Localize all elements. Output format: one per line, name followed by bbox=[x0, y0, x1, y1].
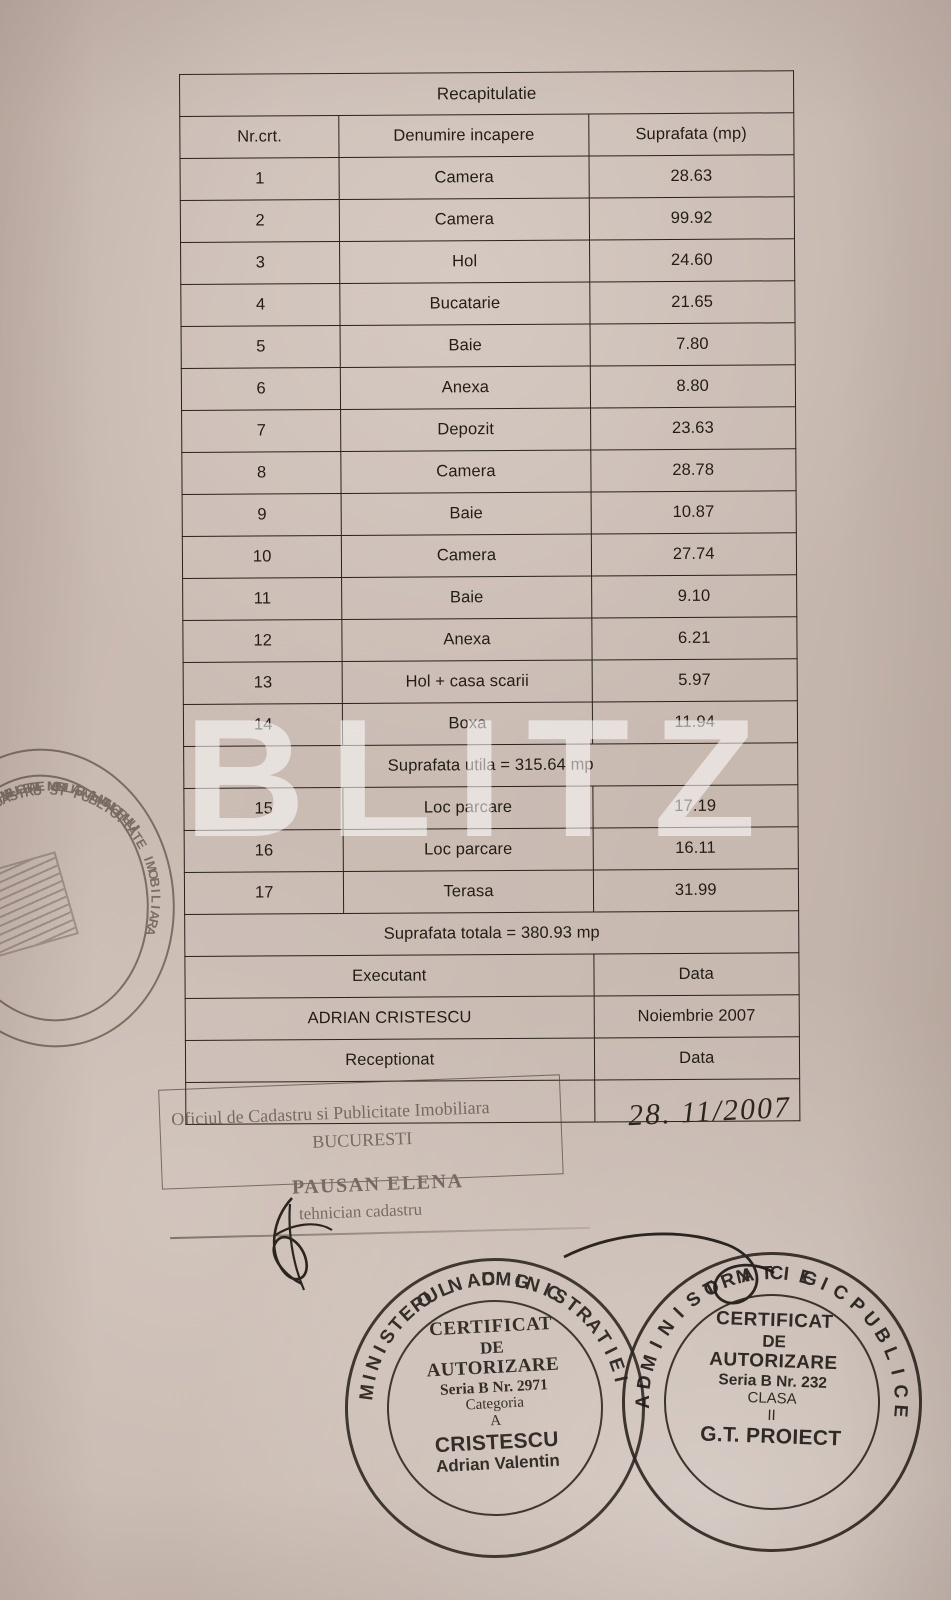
recapitulatie-table: Recapitulatie Nr.crt. Denumire incapere … bbox=[179, 70, 800, 1125]
cell-name: Terasa bbox=[343, 869, 594, 914]
cell-area: 6.21 bbox=[591, 616, 798, 660]
data-header-2: Data bbox=[593, 1036, 800, 1080]
receptionat-header-row: Receptionat Data bbox=[185, 1036, 800, 1083]
cell-name: Baie bbox=[340, 323, 590, 368]
table-title-row: Recapitulatie bbox=[179, 70, 794, 117]
table-row: 11 Baie 9.10 bbox=[182, 574, 797, 621]
cell-area: 8.80 bbox=[589, 364, 796, 408]
cell-area: 16.11 bbox=[592, 826, 799, 870]
receptionat-value-row bbox=[185, 1078, 800, 1125]
cell-area: 28.63 bbox=[588, 154, 795, 198]
executant-date: Noiembrie 2007 bbox=[593, 994, 800, 1038]
cell-nr: 4 bbox=[180, 283, 341, 327]
cell-nr: 10 bbox=[182, 535, 343, 579]
cell-name: Hol bbox=[339, 239, 590, 284]
table-row: 14 Boxa 11.94 bbox=[183, 700, 798, 747]
cell-nr: 6 bbox=[181, 367, 342, 411]
cell-nr: 15 bbox=[183, 787, 344, 831]
cell-area: 17.19 bbox=[592, 784, 799, 828]
receptionat-date-cell bbox=[594, 1078, 800, 1122]
total-label: Suprafata totala = 380.93 mp bbox=[184, 910, 799, 957]
recapitulatie-table-container: Recapitulatie Nr.crt. Denumire incapere … bbox=[179, 70, 800, 1125]
cell-name: Camera bbox=[341, 533, 592, 578]
executant-header-row: Executant Data bbox=[184, 952, 800, 999]
receptionat-header: Receptionat bbox=[185, 1037, 595, 1083]
cell-nr: 11 bbox=[182, 577, 343, 621]
table-row: 16 Loc parcare 16.11 bbox=[184, 826, 799, 873]
table-row: 2 Camera 99.92 bbox=[180, 196, 795, 243]
table-row: 7 Depozit 23.63 bbox=[181, 406, 796, 453]
cell-area: 10.87 bbox=[590, 490, 797, 534]
cell-name: Camera bbox=[339, 155, 589, 200]
cell-name: Baie bbox=[342, 575, 592, 620]
cell-name: Bucatarie bbox=[340, 281, 590, 326]
table-row: 13 Hol + casa scarii 5.97 bbox=[183, 658, 798, 705]
cell-name: Baie bbox=[341, 491, 591, 536]
table-row: 6 Anexa 8.80 bbox=[181, 364, 796, 411]
cell-nr: 12 bbox=[182, 619, 343, 663]
cell-name: Camera bbox=[341, 449, 591, 494]
cell-nr: 14 bbox=[183, 703, 344, 747]
column-header-area: Suprafata (mp) bbox=[588, 112, 795, 156]
cell-nr: 5 bbox=[181, 325, 341, 369]
cell-area: 24.60 bbox=[589, 238, 795, 282]
cell-nr: 16 bbox=[184, 829, 344, 873]
cell-name: Hol + casa scarii bbox=[342, 659, 592, 704]
cell-name: Depozit bbox=[341, 407, 591, 452]
column-header-nr: Nr.crt. bbox=[179, 115, 340, 159]
table-title: Recapitulatie bbox=[179, 70, 794, 117]
cell-name: Anexa bbox=[340, 365, 591, 410]
cell-area: 5.97 bbox=[591, 658, 798, 702]
table-row: 8 Camera 28.78 bbox=[181, 448, 797, 495]
cell-area: 9.10 bbox=[591, 574, 797, 618]
cell-name: Anexa bbox=[342, 617, 592, 662]
cell-nr: 7 bbox=[181, 409, 342, 453]
column-header-name: Denumire incapere bbox=[339, 114, 589, 158]
cell-nr: 2 bbox=[180, 199, 340, 243]
cell-nr: 17 bbox=[184, 871, 345, 915]
total-row: Suprafata totala = 380.93 mp bbox=[184, 910, 799, 957]
table-body: Recapitulatie Nr.crt. Denumire incapere … bbox=[179, 70, 800, 1125]
table-row: 5 Baie 7.80 bbox=[181, 322, 796, 369]
table-header-row: Nr.crt. Denumire incapere Suprafata (mp) bbox=[179, 112, 795, 159]
executant-name: ADRIAN CRISTESCU bbox=[185, 995, 594, 1041]
table-row: 17 Terasa 31.99 bbox=[184, 868, 799, 915]
cell-name: Loc parcare bbox=[343, 785, 593, 830]
receptionat-signature-cell bbox=[185, 1079, 595, 1125]
cell-nr: 13 bbox=[183, 661, 343, 705]
executant-header: Executant bbox=[184, 953, 594, 999]
subtotal-row: Suprafata utila = 315.64 mp bbox=[183, 742, 798, 789]
table-row: 15 Loc parcare 17.19 bbox=[183, 784, 799, 831]
table-row: 3 Hol 24.60 bbox=[180, 238, 795, 285]
cell-area: 11.94 bbox=[591, 700, 798, 744]
cell-area: 21.65 bbox=[589, 280, 796, 324]
cell-name: Camera bbox=[339, 197, 590, 242]
subtotal-label: Suprafata utila = 315.64 mp bbox=[183, 742, 798, 789]
cell-area: 7.80 bbox=[589, 322, 796, 366]
cell-nr: 8 bbox=[181, 451, 342, 495]
cell-area: 31.99 bbox=[592, 868, 799, 912]
data-header-1: Data bbox=[593, 952, 800, 996]
table-row: 1 Camera 28.63 bbox=[180, 154, 795, 201]
table-row: 9 Baie 10.87 bbox=[182, 490, 797, 537]
cell-area: 27.74 bbox=[590, 532, 797, 576]
cell-name: Loc parcare bbox=[343, 827, 593, 872]
table-row: 10 Camera 27.74 bbox=[182, 532, 797, 579]
cell-area: 28.78 bbox=[590, 448, 797, 492]
cell-name: Boxa bbox=[342, 701, 593, 746]
executant-value-row: ADRIAN CRISTESCU Noiembrie 2007 bbox=[185, 994, 800, 1041]
cell-area: 99.92 bbox=[588, 196, 795, 240]
cell-area: 23.63 bbox=[590, 406, 796, 450]
table-row: 12 Anexa 6.21 bbox=[182, 616, 798, 663]
table-row: 4 Bucatarie 21.65 bbox=[180, 280, 796, 327]
cell-nr: 3 bbox=[180, 241, 341, 285]
cell-nr: 9 bbox=[182, 493, 342, 537]
cell-nr: 1 bbox=[180, 157, 340, 201]
